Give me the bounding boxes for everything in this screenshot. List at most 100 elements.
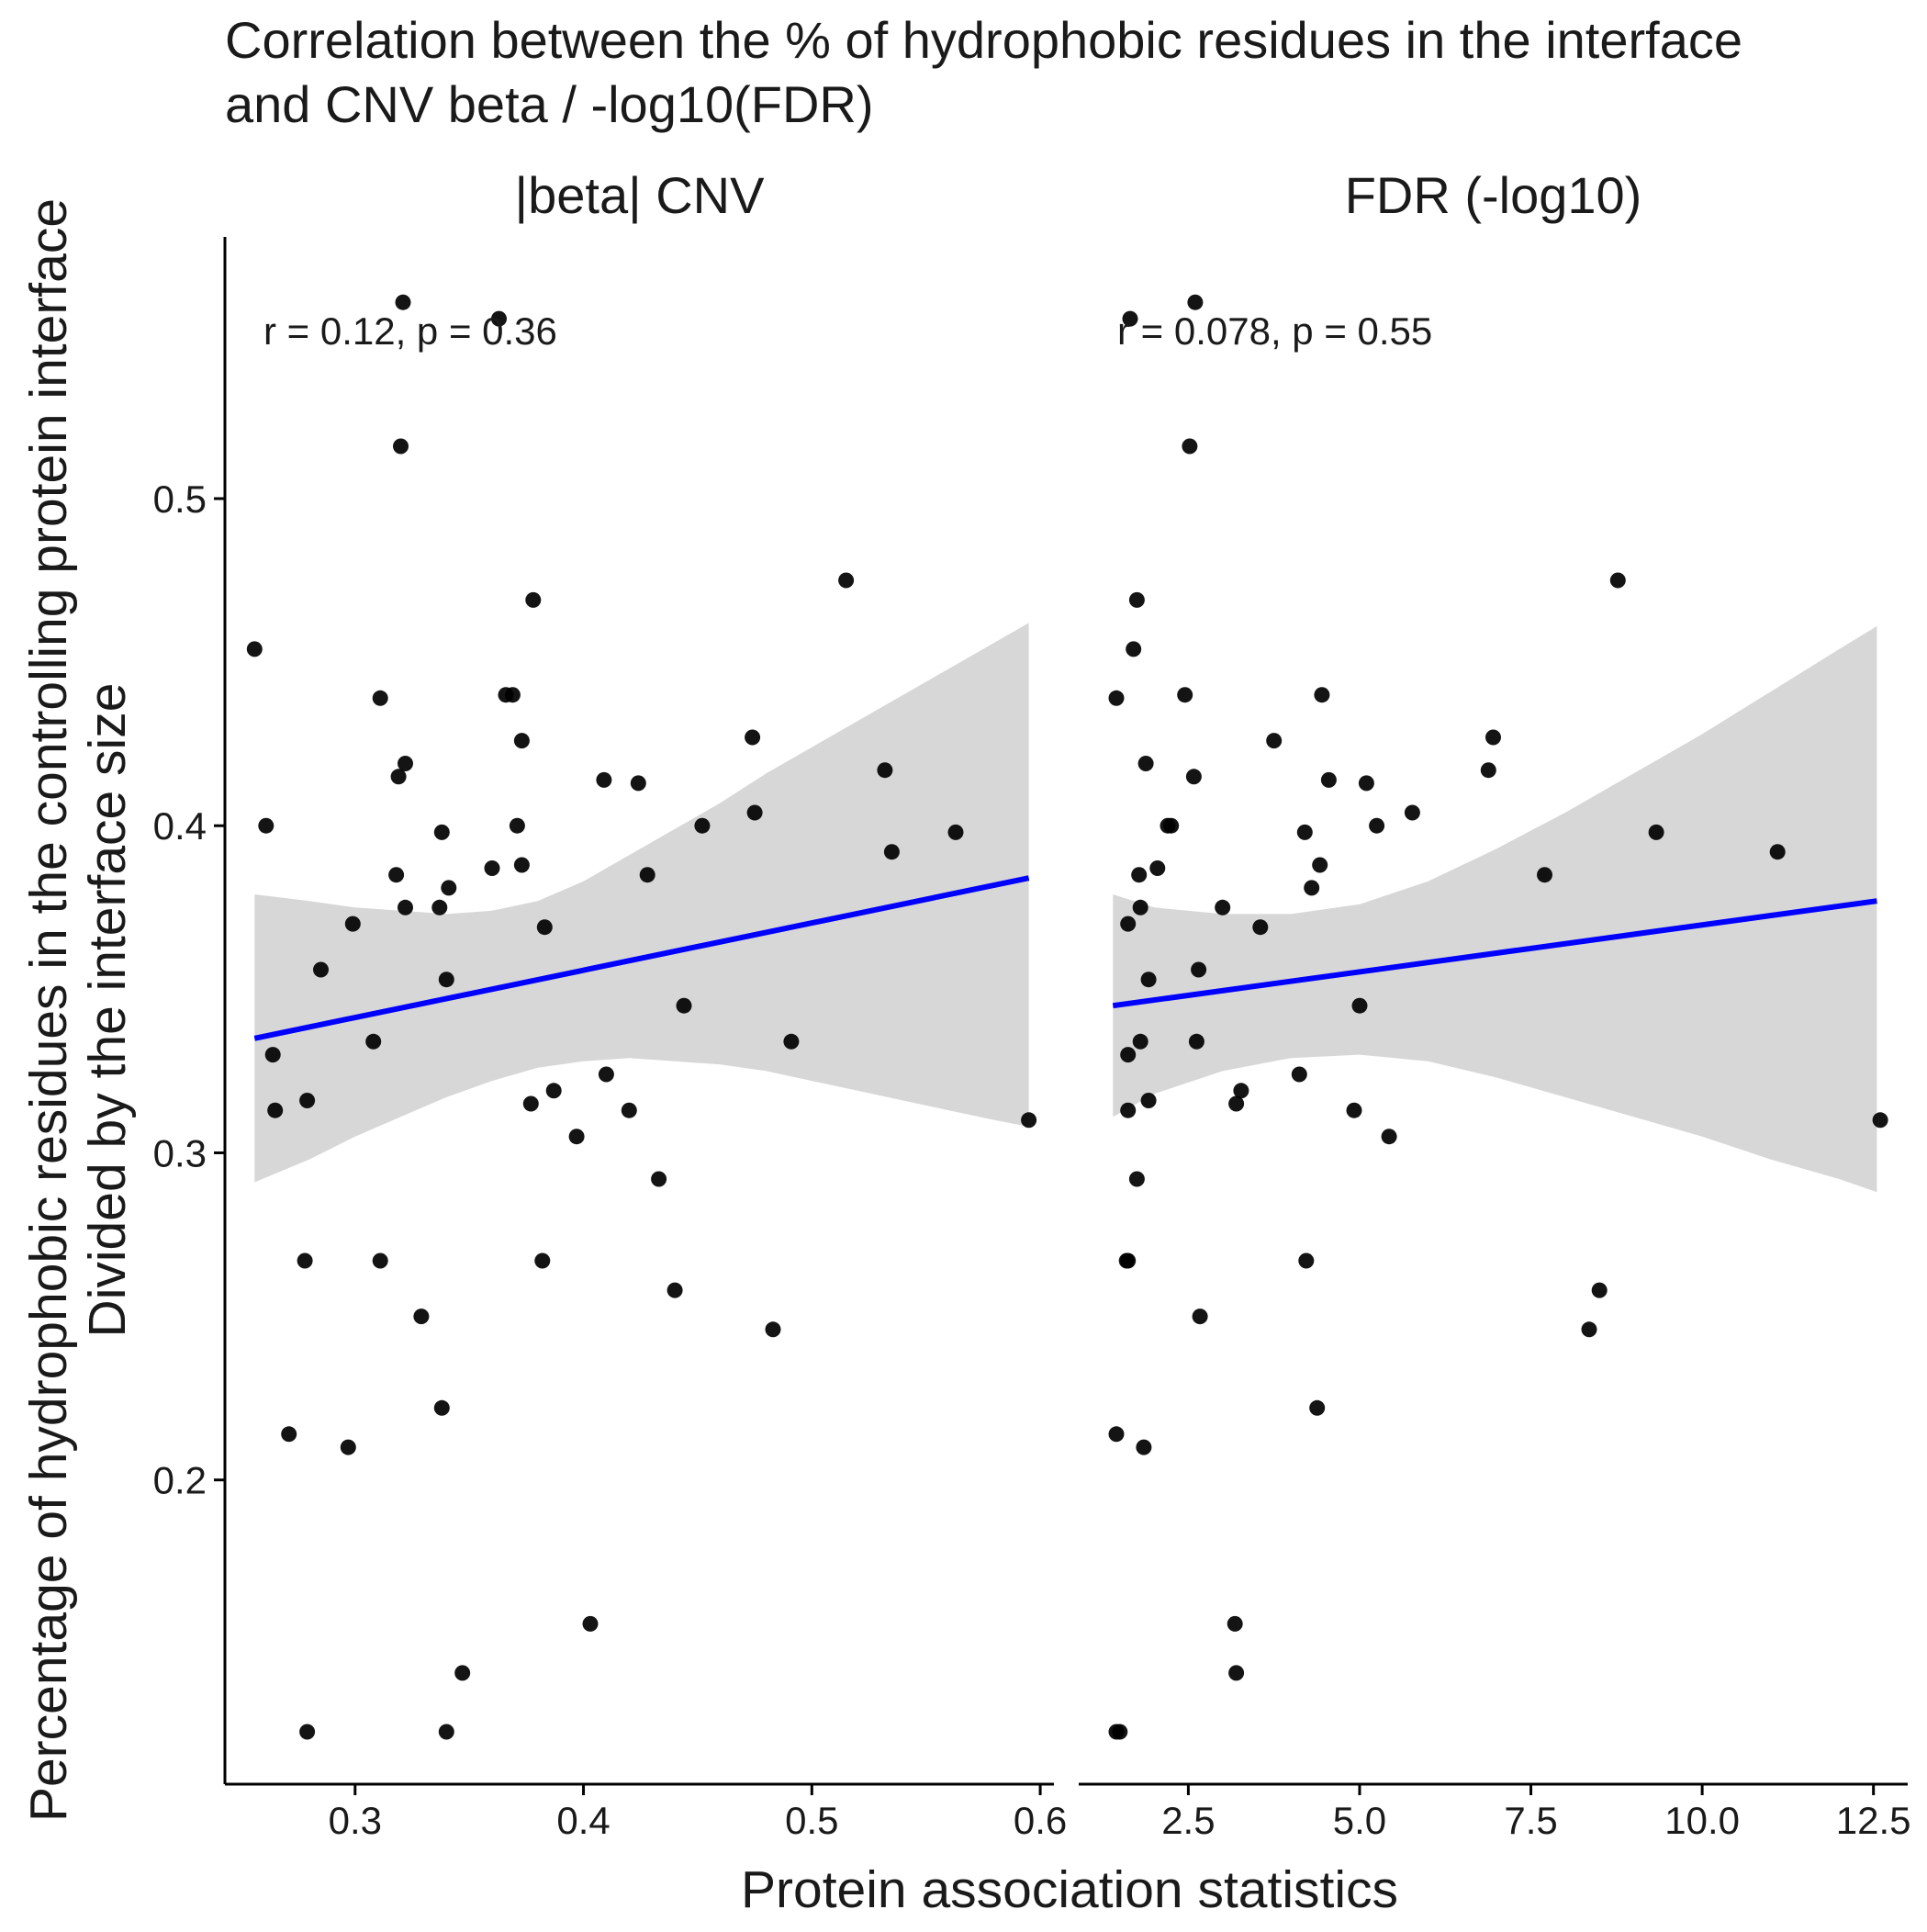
data-point — [621, 1102, 637, 1118]
data-point — [264, 1047, 281, 1063]
y-tick-label: 0.3 — [153, 1131, 207, 1174]
data-point — [297, 1252, 313, 1269]
data-point — [651, 1171, 667, 1187]
data-point — [598, 1066, 614, 1083]
data-point — [1182, 438, 1198, 455]
data-point — [1369, 817, 1385, 834]
data-point — [484, 860, 500, 876]
data-point — [1192, 1309, 1208, 1325]
data-point — [1233, 1083, 1249, 1099]
data-point — [1648, 824, 1664, 840]
correlation-annotation: r = 0.078, p = 0.55 — [1117, 309, 1432, 353]
x-tick-label: 0.3 — [329, 1799, 382, 1842]
x-tick-label: 0.5 — [785, 1799, 838, 1842]
data-point — [1215, 899, 1231, 915]
data-point — [1480, 762, 1496, 779]
data-point — [1120, 915, 1137, 932]
data-point — [1404, 804, 1420, 821]
data-point — [1304, 880, 1320, 896]
data-point — [947, 824, 964, 840]
data-point — [765, 1321, 781, 1338]
data-point — [1108, 1426, 1125, 1443]
data-point — [340, 1439, 356, 1455]
data-point — [438, 1724, 454, 1740]
data-point — [299, 1724, 316, 1740]
data-point — [454, 1665, 471, 1681]
data-point — [545, 1083, 562, 1099]
data-point — [630, 775, 646, 792]
data-point — [299, 1093, 316, 1108]
data-point — [1228, 1095, 1245, 1112]
data-point — [568, 1129, 585, 1145]
x-tick-label: 10.0 — [1664, 1799, 1740, 1842]
data-point — [1314, 687, 1330, 703]
data-point — [1591, 1282, 1608, 1298]
data-point — [1120, 1047, 1137, 1063]
data-point — [582, 1615, 599, 1632]
data-point — [281, 1426, 297, 1443]
data-point — [1185, 769, 1202, 785]
data-point — [1140, 1093, 1157, 1108]
correlation-annotation: r = 0.12, p = 0.36 — [263, 309, 557, 353]
data-point — [1112, 1724, 1128, 1740]
data-point — [522, 1095, 539, 1112]
data-point — [536, 919, 553, 936]
data-point — [1191, 961, 1207, 978]
x-axis-label: Protein association statistics — [741, 1860, 1398, 1919]
data-point — [504, 687, 521, 703]
data-point — [1351, 997, 1368, 1014]
data-point — [491, 310, 507, 327]
data-point — [433, 1399, 450, 1416]
chart-title-line-1: Correlation between the % of hydrophobic… — [225, 11, 1742, 69]
data-point — [783, 1033, 800, 1050]
data-point — [1769, 844, 1786, 860]
data-point — [438, 972, 454, 988]
x-tick-label: 2.5 — [1161, 1799, 1215, 1842]
x-tick-label: 5.0 — [1333, 1799, 1386, 1842]
data-point — [1581, 1321, 1597, 1338]
x-tick-label: 12.5 — [1836, 1799, 1911, 1842]
data-point — [1128, 1171, 1145, 1187]
regression-line — [253, 875, 1030, 1041]
data-point — [1136, 1439, 1152, 1455]
data-point — [1132, 1033, 1148, 1050]
data-point — [431, 899, 448, 915]
x-tick-label: 7.5 — [1504, 1799, 1557, 1842]
data-point — [694, 817, 711, 834]
data-point — [395, 294, 411, 310]
data-point — [1163, 817, 1180, 834]
data-point — [1126, 641, 1142, 657]
data-point — [745, 729, 761, 746]
data-point — [596, 771, 612, 788]
data-point — [1296, 824, 1313, 840]
data-point — [1187, 294, 1204, 310]
data-point — [1131, 867, 1148, 883]
data-point — [398, 899, 413, 915]
x-tick-label: 0.4 — [556, 1799, 610, 1842]
data-point — [1177, 687, 1193, 703]
data-point — [1120, 1102, 1137, 1118]
data-point — [365, 1033, 382, 1050]
data-point — [883, 844, 900, 860]
data-point — [1252, 919, 1269, 936]
data-point — [513, 857, 530, 873]
data-point — [372, 1252, 388, 1269]
data-point — [1309, 1399, 1326, 1416]
data-point — [390, 769, 407, 785]
data-point — [639, 867, 655, 883]
y-axis-label-line-2: Divided by the interface size — [78, 683, 137, 1338]
data-point — [388, 867, 405, 883]
panel-1: |beta| CNV r = 0.12, p = 0.36 0.3 0.4 0.5 0.6… — [153, 166, 1068, 1842]
data-point — [1266, 733, 1283, 749]
panel-strip-label: FDR (-log10) — [1345, 166, 1642, 224]
data-point — [1188, 1033, 1204, 1050]
data-point — [1149, 860, 1166, 876]
data-point — [746, 804, 763, 821]
data-point — [267, 1102, 284, 1118]
data-point — [413, 1309, 430, 1325]
data-point — [1609, 572, 1626, 589]
panels-group: |beta| CNV r = 0.12, p = 0.36 0.3 0.4 0.5 0.6… — [153, 166, 1911, 1842]
data-point — [1120, 1252, 1137, 1269]
data-point — [1132, 899, 1148, 915]
